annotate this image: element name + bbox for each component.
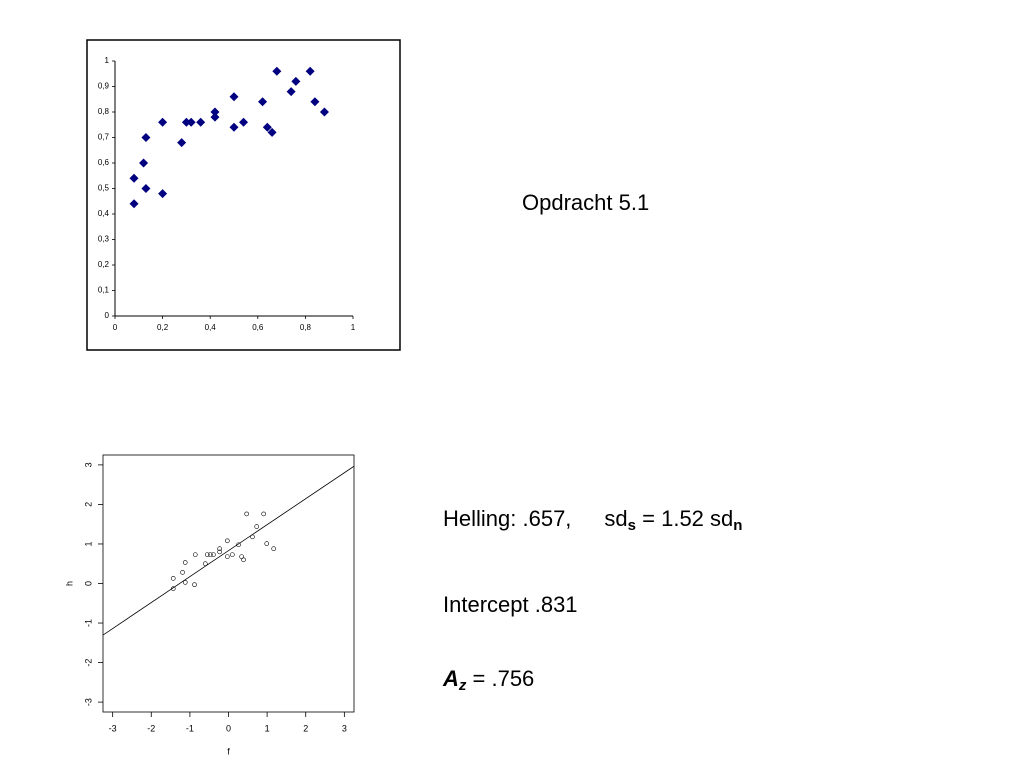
x-tick-label: 0,8 bbox=[300, 323, 312, 332]
az: A bbox=[443, 666, 459, 691]
point bbox=[139, 158, 149, 168]
y-tick-label: 0,8 bbox=[98, 107, 110, 116]
point bbox=[211, 552, 216, 557]
point bbox=[196, 117, 206, 127]
y-tick-label: 0,7 bbox=[98, 133, 110, 142]
point bbox=[225, 554, 230, 559]
y-tick-label: 1 bbox=[105, 56, 110, 65]
point bbox=[170, 576, 176, 581]
y-tick-label: 0,1 bbox=[98, 286, 110, 295]
point bbox=[181, 117, 191, 127]
slope-text: Helling: .657, sds = 1.52 sdn bbox=[443, 506, 742, 534]
y-tick-label: 0,3 bbox=[98, 235, 110, 244]
point bbox=[182, 580, 188, 585]
point bbox=[291, 76, 301, 86]
point bbox=[129, 173, 139, 183]
point bbox=[129, 199, 139, 209]
y-tick-label: -2 bbox=[83, 659, 93, 667]
plot-box bbox=[102, 454, 355, 713]
x-tick-label: 0,6 bbox=[252, 323, 264, 332]
point bbox=[264, 541, 270, 546]
x-tick-label: 2 bbox=[303, 723, 308, 733]
x-tick-label: 1 bbox=[351, 323, 356, 332]
point bbox=[241, 557, 246, 563]
x-tick-label: 0,2 bbox=[157, 323, 169, 332]
az-sub: z bbox=[458, 677, 467, 694]
point bbox=[271, 546, 276, 552]
point bbox=[158, 189, 168, 199]
sd-sub: n bbox=[733, 517, 743, 534]
point bbox=[208, 552, 213, 557]
point bbox=[177, 138, 187, 148]
point bbox=[158, 117, 168, 127]
point bbox=[267, 127, 277, 137]
y-tick-label: 0,2 bbox=[98, 260, 110, 269]
point bbox=[229, 92, 239, 102]
point bbox=[254, 524, 259, 529]
point bbox=[272, 66, 282, 76]
x-tick-label: -2 bbox=[147, 723, 155, 733]
x-axis-label: f bbox=[227, 746, 230, 756]
sd-sub: s bbox=[627, 517, 637, 534]
point bbox=[192, 552, 198, 557]
point bbox=[225, 538, 230, 544]
y-axis-label: h bbox=[64, 581, 74, 586]
y-tick-label: 0,5 bbox=[98, 184, 110, 193]
y-tick-label: 0,9 bbox=[98, 82, 110, 91]
y-tick-label: -1 bbox=[83, 619, 93, 627]
az-text: Az = .756 bbox=[443, 666, 534, 694]
point bbox=[217, 549, 222, 555]
point bbox=[229, 122, 239, 132]
point bbox=[210, 107, 220, 117]
sd-text: sd bbox=[604, 506, 628, 531]
point bbox=[261, 511, 266, 517]
y-tick-label: 0 bbox=[105, 311, 110, 320]
point bbox=[170, 586, 176, 591]
point bbox=[203, 561, 208, 567]
point bbox=[141, 133, 151, 142]
point bbox=[210, 112, 220, 122]
point bbox=[182, 560, 188, 565]
point bbox=[186, 117, 196, 127]
y-tick-label: 0 bbox=[83, 581, 93, 586]
point bbox=[239, 117, 249, 127]
point bbox=[230, 552, 235, 557]
x-tick-label: 0,4 bbox=[205, 323, 217, 332]
y-tick-label: -3 bbox=[83, 698, 93, 706]
point bbox=[236, 542, 241, 548]
point bbox=[192, 582, 197, 587]
az-value: = .756 bbox=[472, 666, 535, 691]
y-tick-label: 1 bbox=[83, 541, 93, 546]
y-tick-label: 0,6 bbox=[98, 158, 110, 167]
chart-frame bbox=[86, 39, 401, 351]
slope: Helling: .657, bbox=[443, 506, 572, 531]
point bbox=[204, 552, 210, 557]
point bbox=[319, 107, 329, 117]
x-tick-label: 0 bbox=[113, 323, 118, 332]
point bbox=[258, 97, 268, 107]
point bbox=[262, 122, 272, 132]
sd-text: = 1.52 sd bbox=[642, 506, 734, 531]
heading: Opdracht 5.1 bbox=[522, 190, 650, 215]
point bbox=[180, 570, 185, 575]
point bbox=[217, 546, 222, 552]
intercept: Intercept .831 bbox=[443, 592, 578, 617]
x-tick-label: 3 bbox=[342, 723, 347, 733]
fit-line bbox=[103, 465, 354, 636]
point bbox=[141, 184, 151, 193]
x-tick-label: 0 bbox=[226, 723, 231, 733]
x-tick-label: 1 bbox=[265, 723, 270, 733]
y-tick-label: 3 bbox=[83, 462, 93, 467]
point bbox=[250, 534, 255, 540]
x-tick-label: -1 bbox=[186, 723, 194, 733]
y-tick-label: 2 bbox=[83, 502, 93, 507]
x-tick-label: -3 bbox=[109, 723, 117, 733]
point bbox=[310, 97, 320, 107]
y-tick-label: 0,4 bbox=[98, 209, 110, 218]
point bbox=[305, 66, 315, 76]
point bbox=[286, 87, 296, 97]
point bbox=[244, 511, 249, 517]
